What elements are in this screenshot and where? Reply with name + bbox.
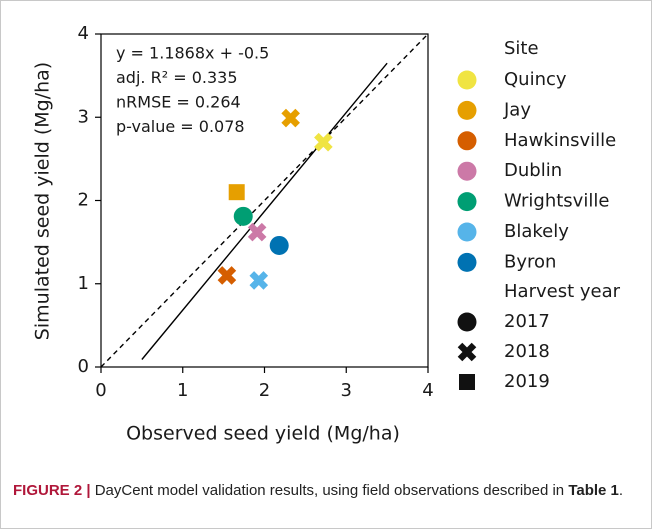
- x-tick-label: 1: [177, 380, 188, 401]
- marker-x: [457, 342, 477, 362]
- annotation: nRMSE = 0.264: [116, 93, 241, 112]
- marker-circle: [457, 131, 477, 151]
- caption: FIGURE 2 | DayCent model validation resu…: [13, 479, 633, 502]
- marker-x: [314, 132, 333, 152]
- legend-label: Wrightsville: [504, 191, 609, 212]
- y-tick-label: 0: [78, 356, 89, 377]
- marker-x-stroke: [249, 271, 269, 290]
- marker-circle: [233, 206, 253, 226]
- marker-x: [281, 108, 300, 128]
- marker-circle: [269, 235, 289, 255]
- annotation: y = 1.1868x + -0.5: [116, 44, 269, 63]
- legend-label: 2017: [504, 311, 550, 332]
- legend-label: 2018: [504, 341, 550, 362]
- marker-x-stroke: [457, 342, 477, 362]
- marker-circle: [457, 161, 477, 181]
- identity-line: [100, 33, 429, 368]
- x-tick-label: 2: [259, 380, 270, 401]
- x-tick-label: 3: [341, 380, 352, 401]
- marker-circle: [457, 222, 477, 242]
- legend-label: Jay: [503, 99, 531, 120]
- y-tick-label: 3: [78, 106, 89, 127]
- caption-label: FIGURE 2 |: [13, 482, 91, 499]
- legend-label: Quincy: [504, 69, 567, 90]
- marker-x: [247, 222, 267, 242]
- legend-label: Byron: [504, 251, 556, 272]
- fit-line: [141, 62, 388, 360]
- marker-square: [228, 184, 245, 201]
- legend-title: Site: [504, 38, 539, 59]
- marker-circle: [457, 192, 477, 212]
- legend-label: Hawkinsville: [504, 130, 616, 151]
- marker-circle: [457, 252, 477, 272]
- legend-title: Harvest year: [504, 281, 621, 302]
- marker-x-stroke: [247, 222, 267, 242]
- marker-x: [249, 271, 269, 290]
- marker-circle: [457, 312, 477, 332]
- marker-x-stroke: [281, 108, 300, 128]
- marker-circle: [457, 100, 477, 120]
- annotation: p-value = 0.078: [116, 117, 245, 136]
- y-axis-label: Simulated seed yield (Mg/ha): [32, 62, 54, 340]
- marker-x-stroke: [217, 266, 237, 285]
- caption-end: .: [618, 482, 624, 499]
- marker-circle: [457, 70, 477, 90]
- marker-x: [217, 266, 237, 285]
- marker-x-stroke: [314, 132, 333, 152]
- legend-label: Blakely: [504, 221, 569, 242]
- marker-square: [459, 374, 475, 390]
- y-tick-label: 1: [78, 273, 89, 294]
- legend-label: 2019: [504, 371, 550, 392]
- x-tick-label: 0: [95, 380, 106, 401]
- legend-label: Dublin: [504, 160, 562, 181]
- chart: Observed seed yield (Mg/ha) Simulated se…: [32, 23, 621, 445]
- caption-text: DayCent model validation results, using …: [90, 482, 569, 499]
- x-axis-label: Observed seed yield (Mg/ha): [126, 423, 400, 445]
- y-tick-label: 4: [78, 23, 89, 44]
- y-tick-label: 2: [78, 190, 89, 211]
- plot-frame: [100, 33, 429, 368]
- caption-ref: Table 1: [568, 482, 619, 499]
- x-tick-label: 4: [422, 380, 433, 401]
- annotation: adj. R² = 0.335: [116, 68, 238, 87]
